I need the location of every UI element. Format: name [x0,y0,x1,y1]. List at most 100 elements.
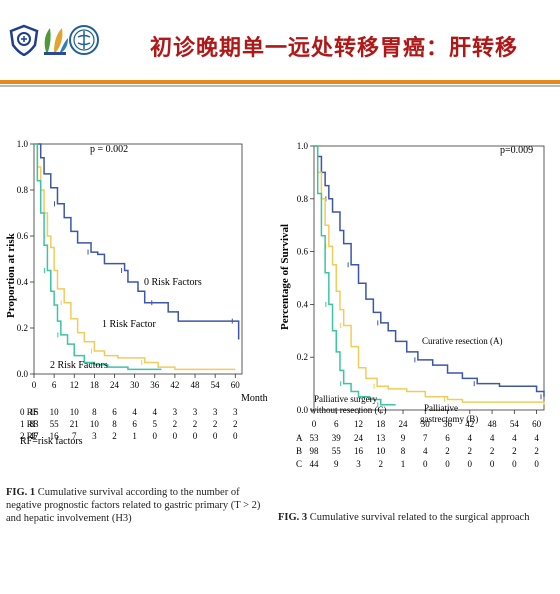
risk-cell: 4 [490,433,495,443]
risk-row-label: A [296,433,303,443]
risk-cell: 55 [332,446,342,456]
risk-cell: 10 [70,407,80,417]
risk-row-label: 0 RF [20,407,38,417]
x-tick-label: 30 [130,380,140,390]
risk-cell: 2 [512,446,517,456]
curve-label-gastrectomy-1: Palliative [424,403,458,413]
risk-cell: 21 [70,419,79,429]
risk-cell: 4 [468,433,473,443]
risk-row-label: B [296,446,302,456]
risk-cell: 2 [468,446,473,456]
risk-cell: 8 [401,446,406,456]
risk-cell: 9 [334,459,339,469]
risk-cell: 2 [490,446,495,456]
header-rule [0,80,560,84]
caption-text: Cumulative survival according to the num… [6,487,261,524]
x-tick-label: 60 [532,419,542,429]
y-tick-label: 0.4 [297,299,309,309]
slide-title: 初诊晚期单一远处转移胃癌：肝转移 [150,36,519,61]
pvalue-label: p=0.009 [500,145,533,156]
curve-label-0-risk: 0 Risk Factors [144,277,202,288]
risk-cell: 6 [132,419,137,429]
figure-caption-3: FIG. 3 Cumulative survival related to th… [278,511,558,524]
risk-cell: 53 [310,433,320,443]
risk-cell: 2 [213,419,218,429]
risk-cell: 3 [92,431,97,441]
risk-cell: 8 [112,419,117,429]
x-axis-unit: Month [241,393,268,404]
risk-cell: 4 [534,433,539,443]
risk-cell: 83 [30,419,40,429]
survival-curve-0 [314,145,545,397]
risk-cell: 16 [50,431,60,441]
risk-cell: 6 [112,407,117,417]
x-tick-label: 0 [32,380,37,390]
risk-cell: 3 [193,407,198,417]
y-tick-label: 0.2 [17,323,28,333]
y-tick-label: 0.4 [17,277,29,287]
x-tick-label: 0 [312,419,317,429]
hospital-shield-logo [9,24,39,56]
risk-cell: 8 [92,407,97,417]
survival-chart-fig1: 0.00.20.40.60.81.00 6 12 18 24 30 36 42 48 54 60 0… [5,139,268,447]
y-tick-label: 0.6 [297,247,309,257]
x-tick-label: 48 [488,419,498,429]
risk-cell: 0 [490,459,495,469]
risk-cell: 2 [233,419,238,429]
x-tick-label: 42 [465,419,474,429]
x-tick-label: 6 [334,419,339,429]
risk-cell: 2 [445,446,450,456]
curve-label-palliative-1: Palliative surgery [314,394,378,404]
plot-frame [313,145,545,411]
risk-cell: 0 [173,431,178,441]
x-tick-label: 6 [52,380,57,390]
x-tick-label: 18 [376,419,386,429]
y-tick-label: 0.0 [297,405,309,415]
x-tick-label: 24 [399,419,409,429]
x-tick-label: 12 [70,380,79,390]
risk-cell: 0 [213,431,218,441]
y-tick-label: 0.2 [297,352,308,362]
risk-cell: 10 [90,419,100,429]
x-tick-label: 60 [231,380,241,390]
y-tick-label: 0.0 [17,369,29,379]
survival-curve-0 [34,143,240,340]
risk-cell: 24 [354,433,364,443]
risk-cell: 0 [534,459,539,469]
curve-label-gastrectomy-2: gastrectomy (B) [420,414,478,424]
curve-label-palliative-2: without resection (C) [310,405,386,415]
risk-cell: 1 [401,459,406,469]
university-logo [44,28,68,55]
risk-cell: 1 [132,431,137,441]
survival-chart-fig3: 0.00.20.40.60.81.00 6 12 18 24 30 36 42 48 54 60 A… [279,141,545,469]
survival-curve-2 [34,143,162,371]
risk-cell: 2 [193,419,198,429]
x-tick-label: 42 [170,380,179,390]
risk-cell: 6 [445,433,450,443]
risk-cell: 4 [153,407,158,417]
risk-cell: 3 [213,407,218,417]
risk-row-label: 2 RF [20,431,38,441]
x-tick-label: 36 [443,419,453,429]
caption-text: Cumulative survival related to the surgi… [309,512,530,523]
risk-cell: 44 [310,459,320,469]
risk-cell: 4 [132,407,137,417]
slide-header: 初诊晚期单一远处转移胃癌：肝转移 [0,0,560,80]
risk-cell: 0 [512,459,517,469]
x-tick-label: 54 [211,380,221,390]
risk-cell: 98 [310,446,320,456]
risk-cell: 13 [376,433,386,443]
medical-center-logo [69,25,99,55]
y-tick-label: 1.0 [17,139,29,149]
risk-cell: 2 [173,419,178,429]
risk-cell: 10 [50,407,60,417]
risk-footnote: RF=risk factors [20,436,83,447]
x-tick-label: 48 [191,380,201,390]
y-tick-label: 0.8 [297,194,309,204]
risk-cell: 16 [354,446,364,456]
y-axis-label: Percentage of Survival [279,224,291,330]
pvalue-label: p = 0.002 [90,144,128,155]
x-tick-label: 54 [510,419,520,429]
risk-cell: 0 [153,431,158,441]
y-tick-label: 0.6 [17,231,29,241]
